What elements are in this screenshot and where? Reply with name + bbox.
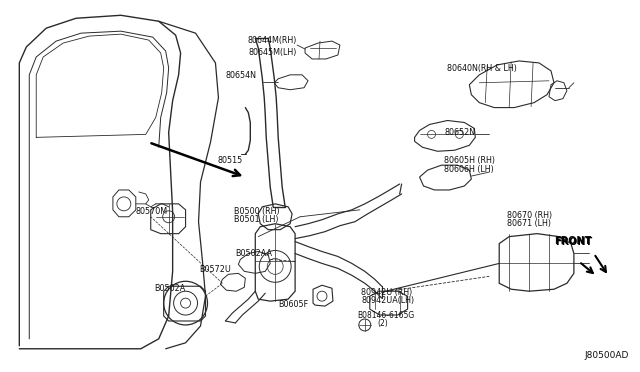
Text: 80671 (LH): 80671 (LH) <box>507 219 550 228</box>
Text: 80515: 80515 <box>217 155 243 165</box>
Text: 80570M: 80570M <box>135 206 167 216</box>
Text: B0502A: B0502A <box>154 284 186 293</box>
Text: FRONT: FRONT <box>555 237 592 247</box>
Text: (2): (2) <box>378 319 388 328</box>
Text: B0501 (LH): B0501 (LH) <box>234 215 278 224</box>
Text: 80606H (LH): 80606H (LH) <box>444 165 494 174</box>
Text: J80500AD: J80500AD <box>585 350 629 360</box>
Text: B08146-6165G: B08146-6165G <box>357 311 414 320</box>
Text: 80640N(RH & LH): 80640N(RH & LH) <box>447 64 517 73</box>
Text: B0500 (RH): B0500 (RH) <box>234 207 280 217</box>
Text: 80605H (RH): 80605H (RH) <box>444 156 495 166</box>
Text: 80942UA(LH): 80942UA(LH) <box>362 296 415 305</box>
Text: B0572U: B0572U <box>199 265 231 274</box>
Text: 80644M(RH): 80644M(RH) <box>247 36 296 45</box>
Text: 80942U (RH): 80942U (RH) <box>362 288 413 297</box>
Text: B0605F: B0605F <box>278 300 308 310</box>
Text: 80654N: 80654N <box>225 71 256 80</box>
Text: B0502AA: B0502AA <box>236 249 272 258</box>
Text: 80670 (RH): 80670 (RH) <box>507 211 552 220</box>
Text: 80645M(LH): 80645M(LH) <box>248 48 296 57</box>
Text: FRONT: FRONT <box>554 235 592 246</box>
Text: 80652N: 80652N <box>444 128 476 137</box>
